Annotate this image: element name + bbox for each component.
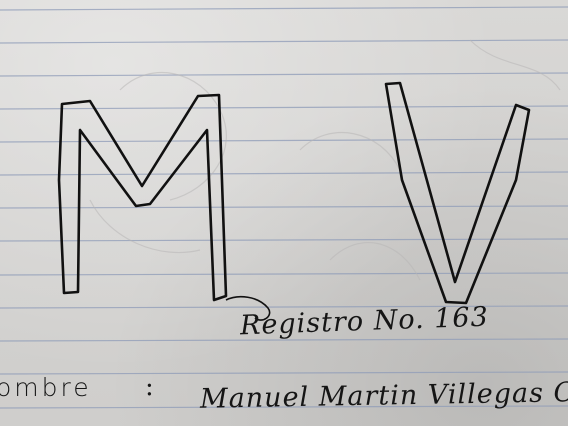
letter-v	[384, 81, 531, 305]
letter-m	[57, 93, 228, 302]
name-label: ombre	[0, 373, 92, 402]
name-separator: :	[145, 372, 155, 402]
name-value: Manuel Martin Villegas Ortiz	[199, 376, 568, 415]
